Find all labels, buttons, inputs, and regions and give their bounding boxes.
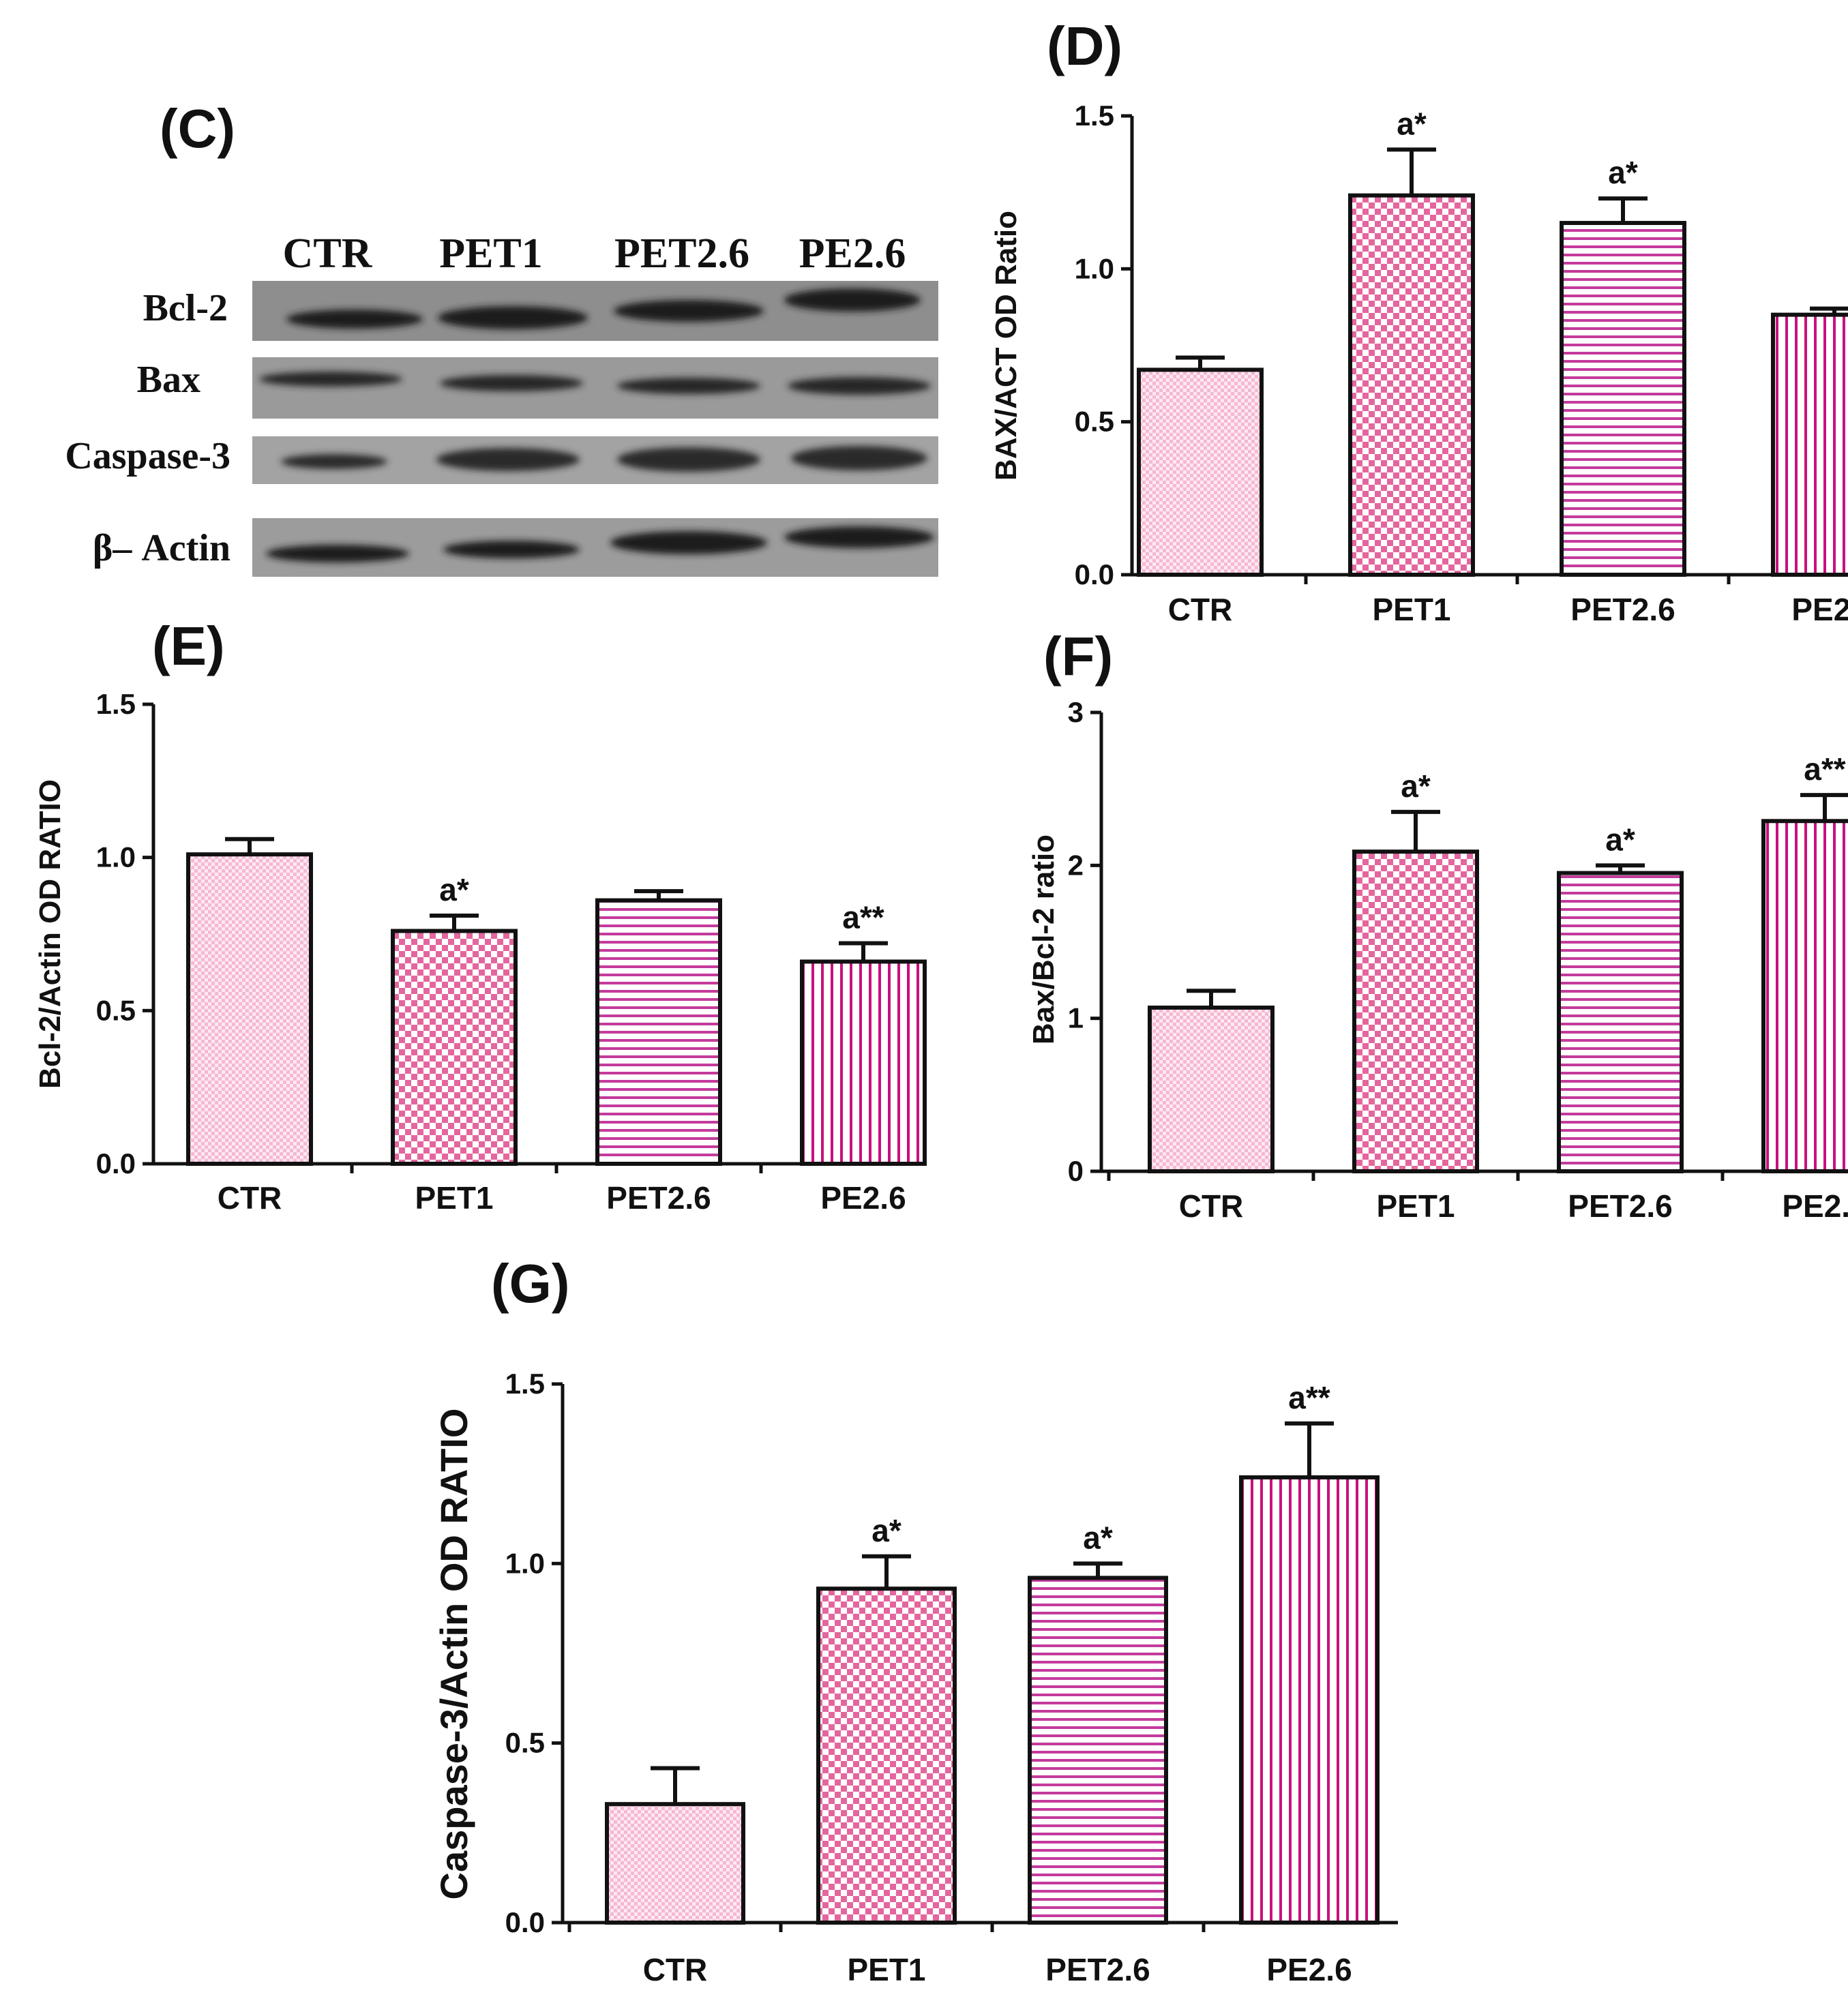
y-axis-label-f: Bax/Bcl-2 ratio <box>1027 834 1060 1044</box>
y-tick-label-g-2: 1.0 <box>505 1547 545 1579</box>
blot-strip-bax <box>252 357 938 419</box>
x-tick-label-f-ctr: CTR <box>1179 1188 1244 1224</box>
x-tick-label-e-ctr: CTR <box>218 1180 282 1216</box>
chart-f: (F) Bax/Bcl-2 ratio CTR a* PET1 a* PET2.6 a** PE… <box>1027 626 1848 1224</box>
x-tick-label-d-ctr: CTR <box>1168 592 1233 627</box>
x-tick-label-f-pet1: PET1 <box>1376 1188 1455 1224</box>
blot-lane-label-ctr: CTR <box>283 230 373 277</box>
blot-row-label-caspase3: Caspase-3 <box>65 435 230 477</box>
blot-row-label-bcl2: Bcl-2 <box>143 287 228 329</box>
blot-strip-caspase3 <box>252 436 938 484</box>
y-axis-label-d: BAX/ACT OD Ratio <box>989 211 1023 481</box>
significance-label-e-pet1: a* <box>439 872 469 907</box>
blot-lane-label-pet2-6: PET2.6 <box>614 230 749 277</box>
y-tick-label-d-3: 1.5 <box>1075 100 1114 132</box>
x-tick-label-d-pet1: PET1 <box>1372 592 1450 627</box>
bar-d-pet2-6 <box>1560 221 1686 577</box>
y-tick-label-g-3: 1.5 <box>505 1368 545 1400</box>
x-tick-label-g-ctr: CTR <box>643 1952 708 1987</box>
bar-d-pet1 <box>1348 193 1475 577</box>
significance-label-g-pe2-6: a** <box>1288 1380 1330 1415</box>
blot-lane-label-pe2-6: PE2.6 <box>799 230 906 277</box>
bar-f-pe2-6 <box>1761 819 1848 1173</box>
x-tick-label-d-pet2-6: PET2.6 <box>1570 592 1675 627</box>
bar-g-pet1 <box>816 1586 957 1925</box>
x-tick-label-g-pet1: PET1 <box>847 1952 925 1987</box>
y-tick-label-g-0: 0.0 <box>505 1906 545 1938</box>
y-tick-label-f-2: 2 <box>1068 849 1084 881</box>
significance-label-f-pet2-6: a* <box>1605 822 1635 857</box>
bar-f-pet2-6 <box>1557 871 1684 1174</box>
blot-row-label-bax: Bax <box>137 359 200 401</box>
significance-label-e-pe2-6: a** <box>842 899 884 935</box>
bar-d-pe2-6 <box>1771 312 1848 577</box>
bar-f-pet1 <box>1352 849 1479 1173</box>
panel-label-f: (F) <box>1043 626 1113 687</box>
blot-panel-label: (C) <box>160 98 235 159</box>
y-tick-label-d-0: 0.0 <box>1075 558 1114 590</box>
y-tick-label-e-2: 1.0 <box>96 841 136 873</box>
blot-strip-beta-actin <box>252 518 938 577</box>
significance-label-f-pe2-6: a** <box>1804 751 1845 787</box>
panel-label-d: (D) <box>1047 16 1122 76</box>
x-tick-label-f-pe2-6: PE2.6 <box>1782 1188 1848 1224</box>
bar-charts: (D) BAX/ACT OD Ratio CTR a* PET1 a* PET2.6 PE2.… <box>33 16 1848 1987</box>
y-tick-label-d-1: 0.5 <box>1075 406 1114 438</box>
y-tick-label-e-1: 0.5 <box>96 994 136 1026</box>
bar-g-ctr <box>605 1802 745 1925</box>
western-blot-panel: (C) CTR PET1 PET2.6 PE2.6 Bcl-2 Bax Casp… <box>65 98 938 577</box>
panel-label-g: (G) <box>491 1253 570 1314</box>
bar-e-pet1 <box>391 929 518 1167</box>
bar-f-ctr <box>1148 1005 1275 1174</box>
y-axis-label-e: Bcl-2/Actin OD RATIO <box>33 779 67 1089</box>
significance-label-g-pet1: a* <box>871 1513 901 1548</box>
significance-label-f-pet1: a* <box>1401 768 1431 804</box>
significance-label-d-pet1: a* <box>1397 106 1427 141</box>
y-tick-label-g-1: 0.5 <box>505 1727 545 1759</box>
x-tick-label-g-pet2-6: PET2.6 <box>1045 1952 1150 1987</box>
x-tick-label-g-pe2-6: PE2.6 <box>1266 1952 1352 1987</box>
blot-lane-label-pet1: PET1 <box>439 230 543 277</box>
x-tick-label-e-pe2-6: PE2.6 <box>820 1180 906 1216</box>
x-tick-label-d-pe2-6: PE2.6 <box>1791 592 1848 627</box>
y-tick-label-e-3: 1.5 <box>96 688 136 720</box>
x-tick-label-e-pet2-6: PET2.6 <box>606 1180 711 1216</box>
y-tick-label-f-0: 0 <box>1068 1155 1084 1187</box>
bar-e-ctr <box>186 852 313 1166</box>
chart-g: (G) Caspase-3/Actin OD RATIO CTR a* PET1 a* PE… <box>432 1253 1398 1987</box>
y-tick-label-f-1: 1 <box>1068 1002 1084 1034</box>
blot-row-label-beta-actin: β– Actin <box>93 527 230 569</box>
bar-d-ctr <box>1137 367 1264 577</box>
x-tick-label-e-pet1: PET1 <box>415 1180 493 1216</box>
y-tick-label-f-3: 3 <box>1068 696 1084 728</box>
panel-label-e: (E) <box>152 616 225 676</box>
chart-d: (D) BAX/ACT OD Ratio CTR a* PET1 a* PET2.6 PE2.… <box>989 16 1848 627</box>
x-tick-label-f-pet2-6: PET2.6 <box>1568 1188 1672 1224</box>
significance-label-g-pet2-6: a* <box>1083 1520 1113 1555</box>
y-axis-label-g: Caspase-3/Actin OD RATIO <box>432 1409 475 1900</box>
significance-label-d-pet2-6: a* <box>1608 155 1638 190</box>
y-tick-label-d-2: 1.0 <box>1075 252 1114 284</box>
bar-e-pe2-6 <box>800 959 927 1166</box>
chart-e: (E) Bcl-2/Actin OD RATIO CTR a* PET1 PET2.6 a*… <box>33 616 927 1216</box>
y-tick-label-e-0: 0.0 <box>96 1147 136 1179</box>
blot-strip-bcl2 <box>252 281 938 341</box>
bar-e-pet2-6 <box>595 898 722 1167</box>
bar-g-pet2-6 <box>1028 1576 1168 1925</box>
bar-g-pe2-6 <box>1239 1475 1380 1925</box>
